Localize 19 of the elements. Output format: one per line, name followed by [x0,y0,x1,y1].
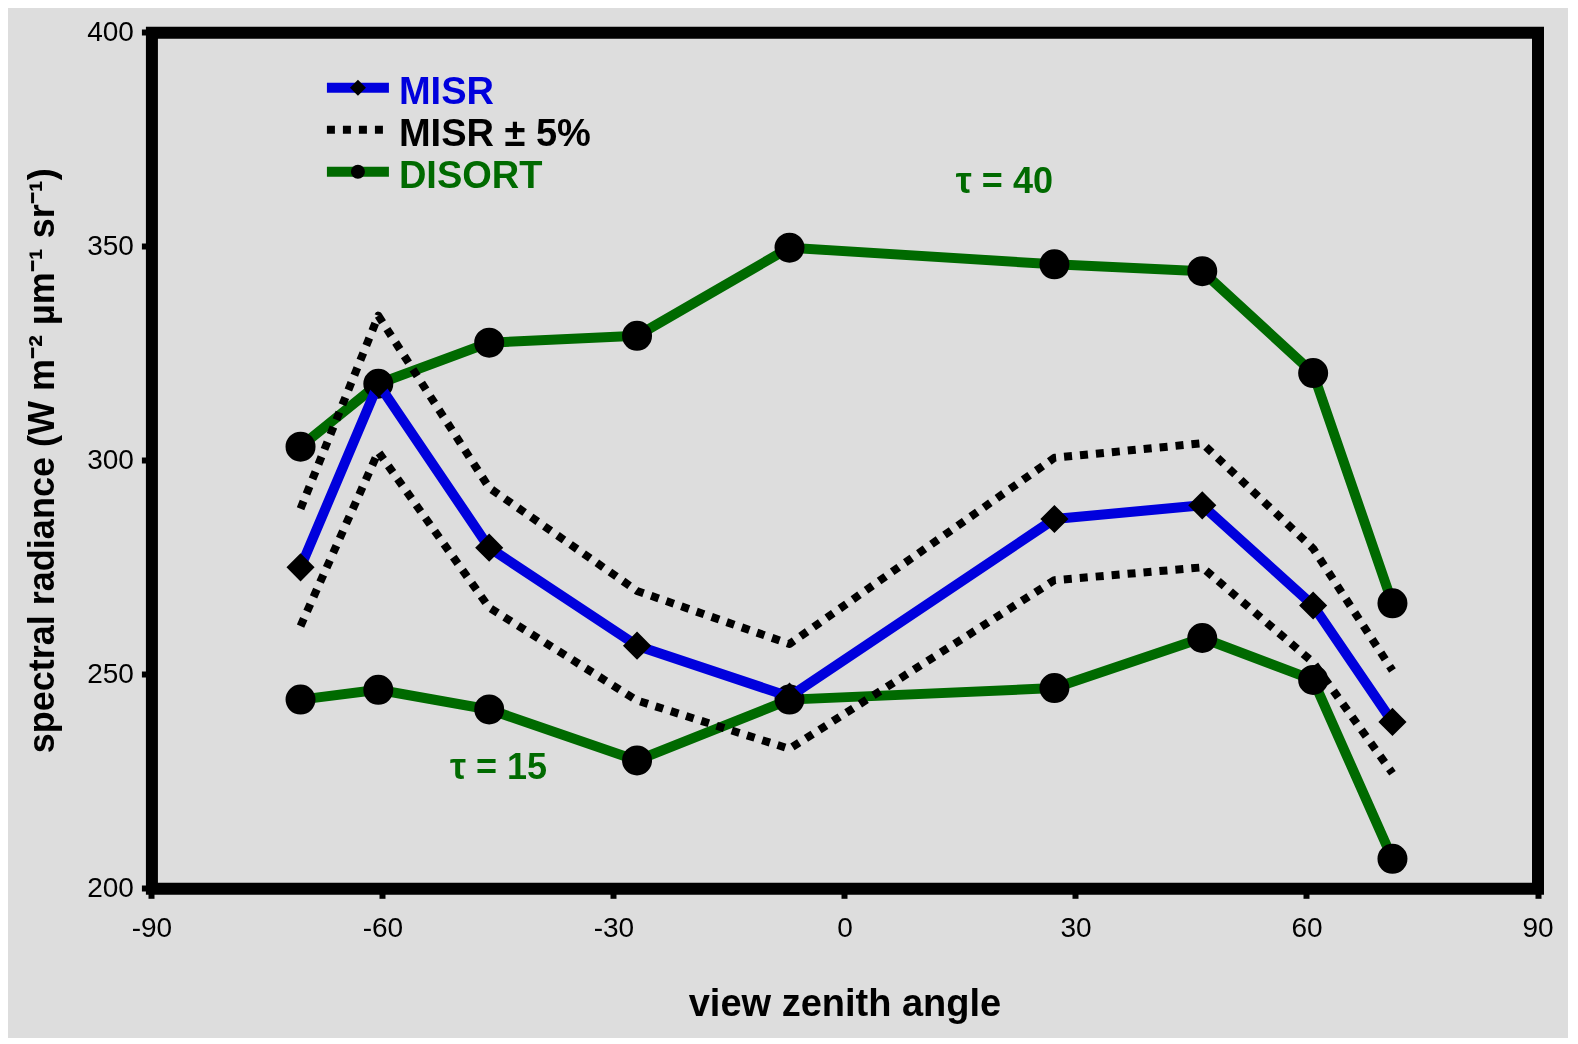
x-tick-label: -60 [362,912,404,944]
x-tick-label: -90 [131,912,173,944]
x-tick-label: 90 [1522,912,1554,944]
x-axis-title: view zenith angle [688,981,1002,1024]
annotation: τ = 40 [955,159,1053,201]
y-axis-title: spectral radiance (W m⁻² µm⁻¹ sr⁻¹) [20,168,62,754]
x-tick-label: 0 [837,912,853,944]
x-tick-label: -30 [593,912,635,944]
legend-label: MISR ± 5% [398,112,591,155]
y-tick-label: 300 [87,443,134,475]
annotation: τ = 15 [449,745,548,787]
legend-label: DISORT [398,154,543,197]
x-tick-label: 60 [1291,912,1323,944]
y-tick-label: 400 [87,15,134,47]
legend-label: MISR [398,70,494,113]
y-tick-label: 350 [87,229,134,261]
y-tick-label: 200 [87,871,134,903]
y-tick-label: 250 [87,657,134,689]
x-tick-label: 30 [1060,912,1092,944]
